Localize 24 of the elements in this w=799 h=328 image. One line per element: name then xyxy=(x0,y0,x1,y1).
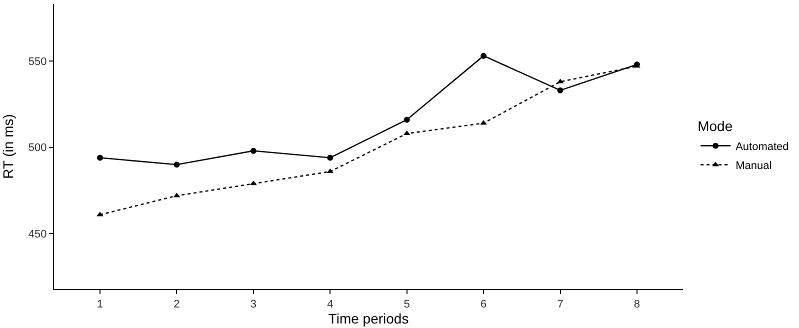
point xyxy=(174,162,180,168)
point xyxy=(327,154,334,161)
point xyxy=(480,52,487,59)
x-tick-label: 7 xyxy=(557,298,564,310)
point xyxy=(404,116,410,123)
legend-label: Automated xyxy=(736,140,789,153)
x-tick-label: 2 xyxy=(174,298,180,310)
point xyxy=(557,87,564,94)
x-tick-label: 5 xyxy=(404,298,410,310)
legend-title: Mode xyxy=(698,118,733,134)
point xyxy=(97,154,104,161)
x-tick-label: 3 xyxy=(250,298,257,310)
y-tick-label: 550 xyxy=(28,56,47,68)
x-tick-label: 6 xyxy=(480,298,487,310)
point xyxy=(250,148,256,154)
x-tick-label: 8 xyxy=(634,298,640,310)
x-tick-label: 1 xyxy=(96,298,104,310)
y-tick-label: 450 xyxy=(28,228,47,241)
x-tick-label: 4 xyxy=(327,298,334,310)
x-axis-title: Time periods xyxy=(328,310,409,327)
point xyxy=(96,212,104,216)
legend-label: Manual xyxy=(736,160,772,172)
y-tick-label: 500 xyxy=(28,142,47,154)
y-axis-title: RT (in ms) xyxy=(0,114,16,179)
